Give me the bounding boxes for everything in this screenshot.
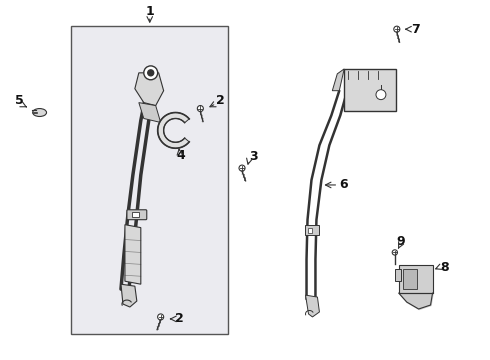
Bar (403, 269, 416, 289)
Bar (132, 212, 139, 217)
Circle shape (148, 70, 154, 76)
Circle shape (197, 105, 203, 112)
Polygon shape (306, 295, 319, 317)
Polygon shape (139, 103, 161, 122)
Bar (344, 69, 396, 111)
Circle shape (144, 66, 158, 80)
Text: 3: 3 (249, 150, 258, 163)
Text: 2: 2 (174, 312, 183, 325)
Text: 8: 8 (441, 261, 449, 274)
Polygon shape (121, 284, 137, 307)
Circle shape (239, 165, 245, 171)
Text: 2: 2 (216, 94, 225, 107)
Text: 1: 1 (146, 5, 154, 18)
Circle shape (392, 250, 397, 255)
Text: 5: 5 (15, 94, 24, 107)
Circle shape (394, 26, 400, 32)
Text: 9: 9 (396, 235, 405, 248)
Circle shape (376, 90, 386, 100)
Bar (72, 26, 228, 334)
FancyBboxPatch shape (127, 210, 147, 220)
Polygon shape (135, 73, 164, 105)
Ellipse shape (33, 109, 47, 117)
Text: 6: 6 (339, 179, 348, 192)
Bar (399, 265, 433, 293)
Circle shape (158, 314, 164, 320)
Polygon shape (125, 225, 141, 284)
Polygon shape (395, 269, 401, 281)
Text: 7: 7 (411, 23, 419, 36)
Polygon shape (158, 113, 189, 148)
Bar (308, 228, 313, 233)
Polygon shape (332, 69, 344, 91)
Text: 4: 4 (176, 149, 185, 162)
Bar (305, 225, 319, 235)
